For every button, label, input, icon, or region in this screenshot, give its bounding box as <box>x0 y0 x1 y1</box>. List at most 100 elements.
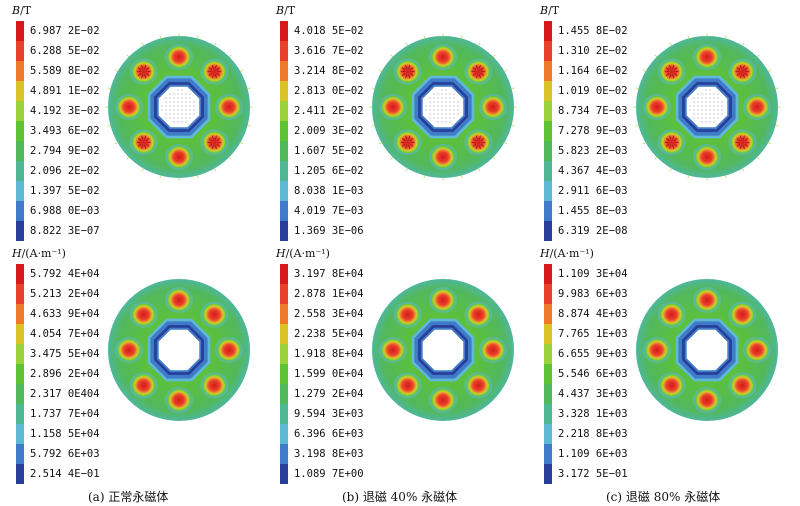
legend-swatch <box>544 221 552 241</box>
legend-unit: B/T <box>12 4 32 17</box>
magnet-pole <box>743 94 771 120</box>
legend-row: 8.734 7E−03 <box>544 101 628 121</box>
legend-row: 5.792 6E+03 <box>16 444 100 464</box>
legend-row: 2.896 2E+04 <box>16 364 100 384</box>
magnet-pole <box>215 94 243 120</box>
legend-swatch <box>280 181 288 201</box>
legend-swatch <box>280 264 288 284</box>
legend-row: 1.109 6E+03 <box>544 444 628 464</box>
legend-row: 9.594 3E+03 <box>280 404 364 424</box>
legend-value: 2.238 5E+04 <box>294 328 364 340</box>
legend-value: 2.411 2E−02 <box>294 105 364 117</box>
panel-a-B: B/T 6.987 2E−02 6.288 5E−02 5.589 8E−02 4.8… <box>8 4 274 244</box>
legend-unit: B/T <box>540 4 560 17</box>
legend-swatch <box>544 101 552 121</box>
legend-swatch <box>280 344 288 364</box>
legend-value: 2.009 3E−02 <box>294 125 364 137</box>
legend-row: 9.983 6E+03 <box>544 284 628 304</box>
legend-swatch <box>16 81 24 101</box>
legend-swatch <box>16 41 24 61</box>
panel-b-H: H/(A·m⁻¹) 3.197 8E+04 2.878 1E+04 2.558 3E… <box>272 247 538 487</box>
legend-swatch <box>544 364 552 384</box>
legend-swatch <box>544 264 552 284</box>
legend-value: 8.822 3E−07 <box>30 225 100 237</box>
magnet-pole <box>393 129 422 156</box>
legend-swatch <box>280 161 288 181</box>
legend-row: 1.279 2E+04 <box>280 384 364 404</box>
legend-row: 2.813 0E−02 <box>280 81 364 101</box>
legend-row: 1.089 7E+00 <box>280 464 364 484</box>
magnet-pole <box>657 58 686 85</box>
legend-row: 4.367 4E−03 <box>544 161 628 181</box>
legend-row: 4.192 3E−02 <box>16 101 100 121</box>
field-plot <box>368 275 518 425</box>
legend-value: 3.475 5E+04 <box>30 348 100 360</box>
caption-b: (b) 退磁 40% 永磁体 <box>342 490 458 504</box>
legend-value: 5.213 2E+04 <box>30 288 100 300</box>
legend-value: 4.019 7E−03 <box>294 205 364 217</box>
legend-swatch <box>544 304 552 324</box>
legend-swatch <box>544 181 552 201</box>
inner-ring <box>675 75 739 139</box>
legend-swatch <box>16 221 24 241</box>
color-legend: 3.197 8E+04 2.878 1E+04 2.558 3E+04 2.238 5… <box>280 264 364 484</box>
legend-value: 2.878 1E+04 <box>294 288 364 300</box>
legend-value: 3.172 5E−01 <box>558 468 628 480</box>
magnet-pole <box>693 287 721 313</box>
legend-row: 3.214 8E−02 <box>280 61 364 81</box>
legend-value: 3.328 1E+03 <box>558 408 628 420</box>
legend-swatch <box>16 61 24 81</box>
legend-row: 4.633 9E+04 <box>16 304 100 324</box>
field-map <box>105 33 253 181</box>
magnet-pole <box>129 301 158 328</box>
legend-swatch <box>280 121 288 141</box>
magnet-pole <box>728 129 757 156</box>
legend-value: 2.911 6E−03 <box>558 185 628 197</box>
field-map <box>369 33 517 181</box>
panel-a-H: H/(A·m⁻¹) 5.792 4E+04 5.213 2E+04 4.633 9E… <box>8 247 274 487</box>
legend-swatch <box>544 121 552 141</box>
panel-c-H: H/(A·m⁻¹) 1.109 3E+04 9.983 6E+03 8.874 4E… <box>536 247 800 487</box>
legend-row: 5.792 4E+04 <box>16 264 100 284</box>
legend-value: 5.792 6E+03 <box>30 448 100 460</box>
magnet-pole <box>657 301 686 328</box>
legend-swatch <box>16 384 24 404</box>
legend-swatch <box>544 161 552 181</box>
inner-ring <box>147 318 211 382</box>
magnet-pole <box>200 301 229 328</box>
legend-row: 5.213 2E+04 <box>16 284 100 304</box>
legend-row: 6.319 2E−08 <box>544 221 628 241</box>
legend-row: 2.411 2E−02 <box>280 101 364 121</box>
legend-row: 3.493 6E−02 <box>16 121 100 141</box>
legend-value: 5.546 6E+03 <box>558 368 628 380</box>
magnet-pole <box>657 129 686 156</box>
color-legend: 5.792 4E+04 5.213 2E+04 4.633 9E+04 4.054 7… <box>16 264 100 484</box>
magnet-pole <box>215 337 243 363</box>
legend-swatch <box>16 161 24 181</box>
magnet-pole <box>165 287 193 313</box>
legend-row: 1.599 0E+04 <box>280 364 364 384</box>
legend-swatch <box>544 444 552 464</box>
color-legend: 1.455 8E−02 1.310 2E−02 1.164 6E−02 1.019 0… <box>544 21 628 241</box>
legend-value: 6.288 5E−02 <box>30 45 100 57</box>
legend-swatch <box>544 424 552 444</box>
legend-value: 4.367 4E−03 <box>558 165 628 177</box>
bore-vectors <box>689 89 723 123</box>
legend-row: 4.018 5E−02 <box>280 21 364 41</box>
legend-row: 1.164 6E−02 <box>544 61 628 81</box>
legend-swatch <box>280 404 288 424</box>
legend-row: 8.038 1E−03 <box>280 181 364 201</box>
legend-value: 1.607 5E−02 <box>294 145 364 157</box>
legend-row: 1.397 5E−02 <box>16 181 100 201</box>
magnet-pole <box>429 44 457 70</box>
legend-swatch <box>544 201 552 221</box>
legend-swatch <box>280 21 288 41</box>
legend-value: 5.589 8E−02 <box>30 65 100 77</box>
legend-row: 2.911 6E−03 <box>544 181 628 201</box>
legend-row: 7.278 9E−03 <box>544 121 628 141</box>
legend-swatch <box>544 384 552 404</box>
legend-row: 1.205 6E−02 <box>280 161 364 181</box>
legend-row: 4.054 7E+04 <box>16 324 100 344</box>
inner-ring <box>411 318 475 382</box>
legend-row: 5.823 2E−03 <box>544 141 628 161</box>
